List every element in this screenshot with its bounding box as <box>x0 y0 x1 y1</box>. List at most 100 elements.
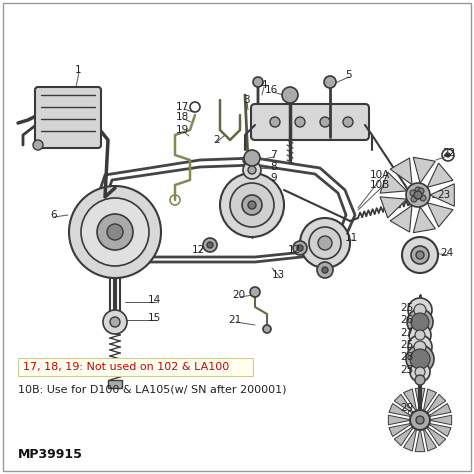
Text: 17: 17 <box>176 102 189 112</box>
Circle shape <box>402 237 438 273</box>
Polygon shape <box>427 203 453 227</box>
Circle shape <box>418 188 424 194</box>
Circle shape <box>97 214 133 250</box>
Polygon shape <box>380 197 407 218</box>
Polygon shape <box>423 428 437 451</box>
Circle shape <box>295 117 305 127</box>
Polygon shape <box>426 394 446 414</box>
Circle shape <box>69 186 161 278</box>
Text: 9: 9 <box>270 173 277 183</box>
Text: MP39915: MP39915 <box>18 448 83 462</box>
Polygon shape <box>389 423 412 437</box>
Text: 10B: 10B <box>370 180 390 190</box>
Text: 23: 23 <box>437 190 450 200</box>
Text: 22: 22 <box>442 148 455 158</box>
Polygon shape <box>413 157 435 183</box>
Circle shape <box>410 410 430 430</box>
Polygon shape <box>430 184 454 206</box>
Polygon shape <box>427 163 453 187</box>
Polygon shape <box>380 172 407 193</box>
Circle shape <box>324 76 336 88</box>
Circle shape <box>317 262 333 278</box>
Text: 19: 19 <box>176 125 189 135</box>
Text: 25: 25 <box>400 303 413 313</box>
Circle shape <box>414 304 426 316</box>
Circle shape <box>103 310 127 334</box>
Text: 4: 4 <box>260 80 266 90</box>
Bar <box>108 380 122 388</box>
Text: 20: 20 <box>232 290 245 300</box>
Circle shape <box>220 173 284 237</box>
Circle shape <box>415 187 421 193</box>
Text: 8: 8 <box>270 162 277 172</box>
Text: 16: 16 <box>265 85 278 95</box>
Polygon shape <box>390 205 412 232</box>
Circle shape <box>242 195 262 215</box>
Circle shape <box>446 153 450 157</box>
Text: 13: 13 <box>272 270 285 280</box>
Circle shape <box>410 190 416 196</box>
Circle shape <box>33 140 43 150</box>
Circle shape <box>415 367 425 377</box>
Circle shape <box>107 224 123 240</box>
Circle shape <box>230 183 274 227</box>
Circle shape <box>248 201 256 209</box>
Circle shape <box>263 325 271 333</box>
Text: 27: 27 <box>400 328 413 338</box>
Circle shape <box>420 195 426 201</box>
Circle shape <box>408 335 432 359</box>
Circle shape <box>253 77 263 87</box>
Circle shape <box>110 317 120 327</box>
Polygon shape <box>403 428 417 451</box>
Circle shape <box>409 324 431 346</box>
Polygon shape <box>394 426 414 446</box>
Text: 6: 6 <box>50 210 56 220</box>
Polygon shape <box>415 388 425 412</box>
Circle shape <box>248 166 256 174</box>
Text: 2: 2 <box>213 135 219 145</box>
Circle shape <box>415 330 425 340</box>
Text: 15: 15 <box>148 313 161 323</box>
Text: 18: 18 <box>176 112 189 122</box>
Text: 28: 28 <box>400 352 413 362</box>
Text: 25: 25 <box>400 340 413 350</box>
Text: 21: 21 <box>228 315 241 325</box>
Circle shape <box>318 236 332 250</box>
Circle shape <box>322 267 328 273</box>
Circle shape <box>309 227 341 259</box>
Text: 14: 14 <box>148 295 161 305</box>
Circle shape <box>414 341 426 353</box>
Polygon shape <box>415 428 425 452</box>
Polygon shape <box>389 403 412 417</box>
Polygon shape <box>403 389 417 412</box>
Circle shape <box>410 349 430 369</box>
Polygon shape <box>426 426 446 446</box>
Circle shape <box>270 117 280 127</box>
Circle shape <box>320 117 330 127</box>
Polygon shape <box>390 158 412 184</box>
Circle shape <box>243 155 253 165</box>
Circle shape <box>203 238 217 252</box>
Text: 3: 3 <box>243 95 250 105</box>
Text: 11: 11 <box>345 233 358 243</box>
Polygon shape <box>394 394 414 414</box>
Circle shape <box>406 345 434 373</box>
Text: 10A: 10A <box>370 170 390 180</box>
Circle shape <box>282 87 298 103</box>
Circle shape <box>414 191 422 199</box>
Circle shape <box>406 183 430 207</box>
Circle shape <box>407 309 433 335</box>
Text: 10B: Use for D100 & LA105(w/ SN after 200001): 10B: Use for D100 & LA105(w/ SN after 20… <box>18 384 286 394</box>
Text: 26: 26 <box>400 315 413 325</box>
Circle shape <box>415 375 425 385</box>
Polygon shape <box>428 423 451 437</box>
Bar <box>18 358 253 376</box>
Circle shape <box>297 245 303 251</box>
FancyBboxPatch shape <box>251 104 369 140</box>
Text: 25: 25 <box>400 365 413 375</box>
Text: 1: 1 <box>75 65 82 75</box>
Circle shape <box>416 251 424 259</box>
Circle shape <box>207 242 213 248</box>
Circle shape <box>293 241 307 255</box>
Circle shape <box>410 362 430 382</box>
